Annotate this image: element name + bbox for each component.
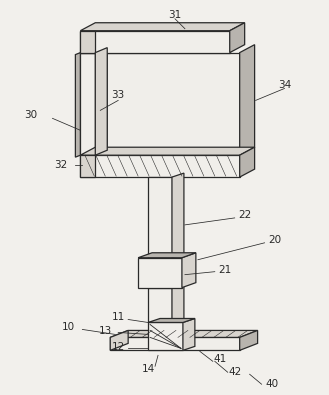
- Polygon shape: [240, 45, 255, 155]
- Polygon shape: [80, 155, 240, 177]
- Polygon shape: [148, 318, 195, 322]
- Polygon shape: [80, 155, 95, 177]
- Polygon shape: [95, 48, 107, 155]
- Polygon shape: [80, 31, 95, 53]
- Polygon shape: [240, 331, 258, 350]
- Polygon shape: [240, 147, 255, 177]
- Text: 20: 20: [268, 235, 281, 245]
- Text: 14: 14: [141, 364, 155, 374]
- Text: 40: 40: [265, 379, 278, 389]
- Polygon shape: [172, 173, 184, 258]
- Polygon shape: [110, 337, 240, 350]
- Polygon shape: [80, 147, 255, 155]
- Polygon shape: [110, 331, 258, 337]
- Polygon shape: [148, 177, 172, 258]
- Polygon shape: [230, 23, 245, 53]
- Polygon shape: [95, 53, 240, 155]
- Text: 10: 10: [62, 322, 75, 333]
- Polygon shape: [182, 253, 196, 288]
- Text: 31: 31: [168, 10, 182, 20]
- Polygon shape: [75, 53, 80, 157]
- Text: 13: 13: [99, 326, 112, 337]
- Text: 34: 34: [278, 81, 291, 90]
- Text: 22: 22: [238, 210, 251, 220]
- Text: 12: 12: [112, 342, 125, 352]
- Text: 11: 11: [112, 312, 125, 322]
- Polygon shape: [183, 318, 195, 350]
- Text: 42: 42: [228, 367, 241, 377]
- Polygon shape: [80, 23, 245, 31]
- Text: 30: 30: [24, 110, 37, 120]
- Text: 41: 41: [213, 354, 226, 364]
- Polygon shape: [148, 322, 183, 350]
- Polygon shape: [80, 31, 230, 53]
- Text: 21: 21: [218, 265, 231, 275]
- Text: 32: 32: [54, 160, 67, 170]
- Polygon shape: [138, 253, 196, 258]
- Polygon shape: [138, 258, 182, 288]
- Polygon shape: [110, 331, 128, 350]
- Text: 33: 33: [112, 90, 125, 100]
- Polygon shape: [80, 53, 95, 155]
- Polygon shape: [148, 288, 172, 322]
- Polygon shape: [172, 284, 184, 322]
